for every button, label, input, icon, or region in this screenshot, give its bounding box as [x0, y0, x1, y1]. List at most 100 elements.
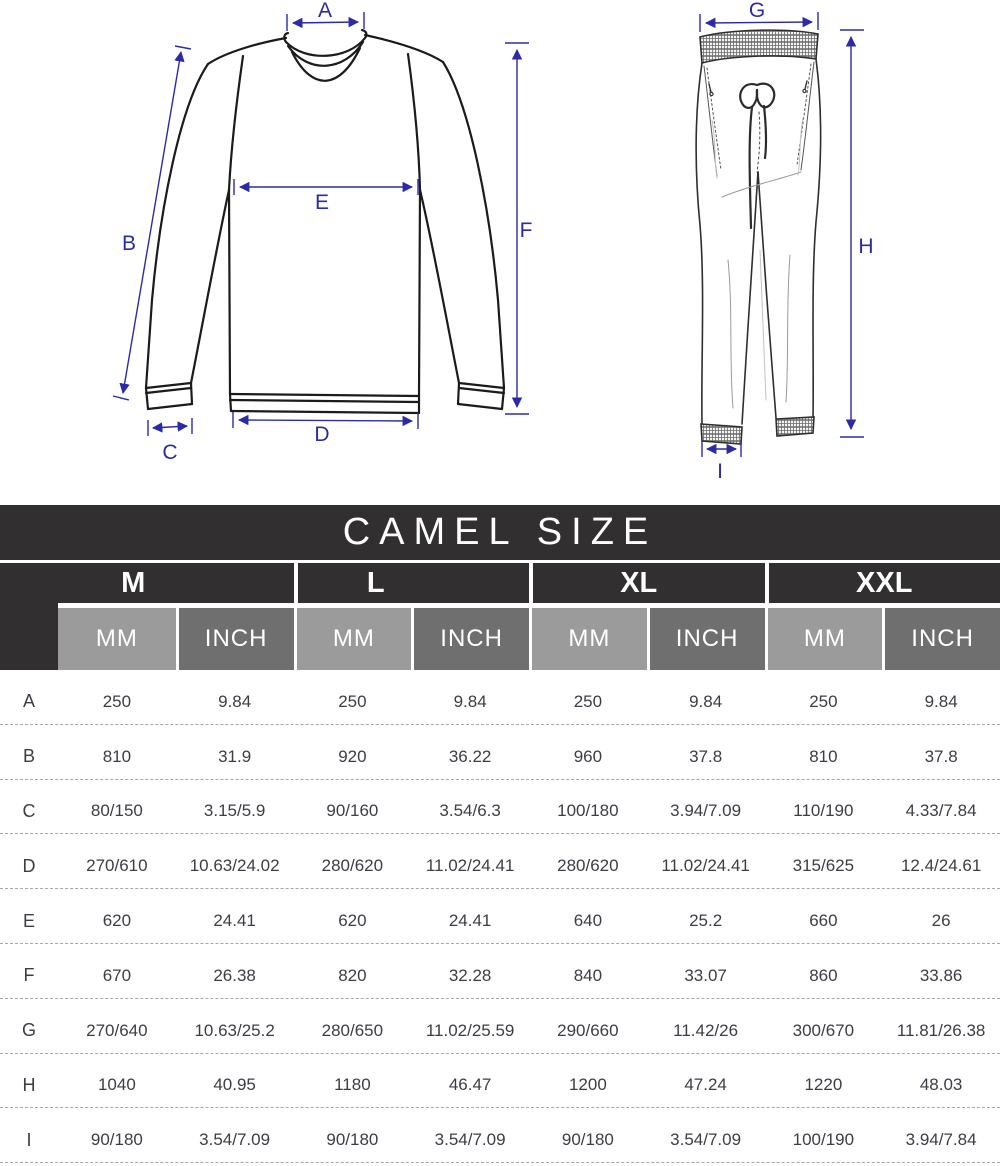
table-cell: 620 — [338, 911, 367, 931]
table-body: A 250 9.84 250 9.84 250 9.84 250 9.84 B … — [0, 670, 1000, 1164]
measure-label-h: H — [858, 235, 873, 258]
table-cell: 250 — [102, 691, 132, 711]
table-cell: 280/650 — [321, 1020, 384, 1040]
size-header-m: M — [58, 563, 294, 603]
measure-label-d: D — [314, 423, 329, 446]
table-cell: 280/620 — [321, 856, 384, 876]
table-cell: 250 — [338, 691, 367, 711]
measure-label-b: B — [122, 232, 136, 255]
table-cell: 250 — [573, 691, 603, 711]
table-cell: 1220 — [804, 1075, 843, 1095]
table-cell: 33.07 — [684, 965, 727, 985]
table-cell: 90/180 — [326, 1130, 379, 1150]
table-row-c: C 80/150 3.15/5.9 90/160 3.54/6.3 100/18… — [0, 780, 1000, 835]
table-cell: 100/180 — [557, 801, 619, 821]
table-cell: 660 — [809, 911, 838, 931]
table-cell: 80/150 — [90, 801, 143, 821]
measure-label-a: A — [318, 0, 332, 22]
table-cell: 1180 — [334, 1075, 371, 1095]
table-cell: 11.81/26.38 — [896, 1020, 986, 1040]
table-cell: 3.15/5.9 — [203, 801, 266, 821]
table-cell: 640 — [573, 911, 603, 931]
table-row-b: B 810 31.9 920 36.22 960 37.8 810 37.8 — [0, 725, 1000, 780]
garment-diagram-area: A B C D E F G H I — [0, 0, 1000, 505]
table-title: CAMEL SIZE — [0, 505, 1000, 563]
table-cell: 9.84 — [453, 691, 487, 711]
table-cell: 300/670 — [792, 1020, 855, 1040]
table-cell: 11.02/24.41 — [661, 856, 750, 876]
table-cell: 25.2 — [689, 911, 723, 931]
table-cell: 10.63/25.2 — [194, 1020, 275, 1040]
row-label: H — [22, 1074, 36, 1095]
table-row-g: G 270/640 10.63/25.2 280/650 11.02/25.59… — [0, 999, 1000, 1054]
table-cell: 24.41 — [213, 911, 256, 931]
dimension-b — [112, 45, 192, 401]
table-cell: 9.84 — [218, 691, 252, 711]
unit-header-xxl-mm: MM — [764, 608, 883, 670]
row-label: F — [23, 965, 35, 986]
table-cell: 810 — [809, 746, 838, 766]
table-cell: 270/640 — [86, 1020, 148, 1040]
row-label: I — [26, 1129, 32, 1150]
table-cell: 840 — [573, 965, 603, 985]
table-header: M L XL XXL MM INCH MM INCH MM INCH MM IN… — [0, 563, 1000, 670]
table-cell: 620 — [102, 911, 132, 931]
table-cell: 4.33/7.84 — [905, 801, 977, 821]
row-label: C — [22, 800, 36, 821]
table-cell: 820 — [338, 965, 367, 985]
unit-header-m-inch: INCH — [175, 608, 294, 670]
table-cell: 37.8 — [924, 746, 958, 766]
table-cell: 33.86 — [919, 965, 963, 985]
table-cell: 90/160 — [326, 801, 379, 821]
table-cell: 3.54/7.09 — [434, 1130, 506, 1150]
table-cell: 36.22 — [448, 746, 492, 766]
table-row-e: E 620 24.41 620 24.41 640 25.2 660 26 — [0, 889, 1000, 944]
table-cell: 9.84 — [689, 691, 723, 711]
measure-label-e: E — [315, 191, 329, 214]
measure-label-f: F — [520, 219, 533, 242]
table-cell: 315/625 — [792, 856, 855, 876]
dimension-i — [701, 441, 742, 457]
size-header-xxl: XXL — [764, 563, 1000, 603]
measure-label-c: C — [162, 441, 177, 464]
size-table: CAMEL SIZE M L XL XXL MM INCH MM INCH MM… — [0, 505, 1000, 1164]
table-cell: 40.95 — [213, 1075, 256, 1095]
table-cell: 960 — [573, 746, 603, 766]
dimension-labels: A B C D E F G H I — [122, 0, 874, 483]
shirt-illustration — [144, 28, 506, 415]
table-cell: 48.03 — [919, 1075, 963, 1095]
size-header-l: L — [293, 563, 529, 603]
dimension-f — [505, 42, 529, 415]
table-cell: 32.28 — [448, 965, 492, 985]
table-cell: 37.8 — [689, 746, 723, 766]
table-cell: 280/620 — [557, 856, 619, 876]
table-cell: 26 — [931, 911, 951, 931]
table-row-d: D 270/610 10.63/24.02 280/620 11.02/24.4… — [0, 834, 1000, 890]
table-cell: 1040 — [97, 1075, 136, 1095]
table-row-h: H 1040 40.95 1180 46.47 1200 47.24 1220 … — [0, 1054, 1000, 1109]
dimension-c — [147, 418, 193, 436]
table-cell: 90/180 — [561, 1130, 614, 1150]
table-cell: 47.24 — [684, 1075, 727, 1095]
table-cell: 10.63/24.02 — [189, 856, 280, 876]
measure-label-i: I — [717, 460, 723, 483]
size-header-xl: XL — [529, 563, 765, 603]
table-cell: 31.9 — [218, 746, 252, 766]
unit-header-l-mm: MM — [293, 608, 412, 670]
table-cell: 290/660 — [557, 1020, 619, 1040]
table-cell: 100/190 — [792, 1130, 855, 1150]
table-row-f: F 670 26.38 820 32.28 840 33.07 860 33.8… — [0, 944, 1000, 999]
table-cell: 250 — [809, 691, 838, 711]
table-cell: 670 — [102, 965, 132, 985]
row-label: A — [22, 691, 35, 712]
measure-label-g: G — [749, 0, 765, 22]
table-cell: 26.38 — [213, 965, 256, 985]
table-cell: 860 — [809, 965, 838, 985]
dimension-e — [233, 179, 419, 195]
table-cell: 920 — [338, 746, 367, 766]
table-row-i: I 90/180 3.54/7.09 90/180 3.54/7.09 90/1… — [0, 1108, 1000, 1164]
row-label: G — [21, 1020, 36, 1041]
row-label: D — [22, 855, 36, 876]
table-cell: 270/610 — [86, 856, 148, 876]
